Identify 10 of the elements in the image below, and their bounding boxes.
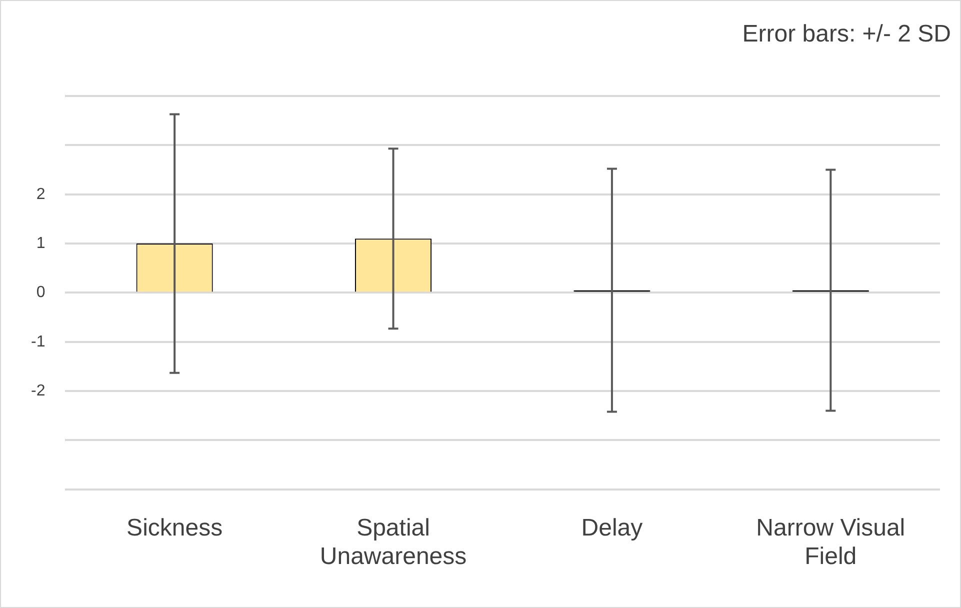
y-tick-label: 2: [36, 186, 46, 203]
y-tick-label: 0: [36, 284, 46, 302]
x-tick-label: Spatial Unawareness: [320, 514, 467, 570]
text: Error bars: +/- 2 SD: [742, 20, 951, 48]
y-tick-label: 1: [36, 234, 46, 252]
x-tick-label: Delay: [581, 514, 643, 542]
x-tick-label: Narrow Visual Field: [756, 514, 906, 570]
x-tick-label: Sickness: [126, 514, 223, 542]
y-tick-label: -1: [30, 333, 46, 350]
y-tick-label: -2: [30, 382, 46, 400]
